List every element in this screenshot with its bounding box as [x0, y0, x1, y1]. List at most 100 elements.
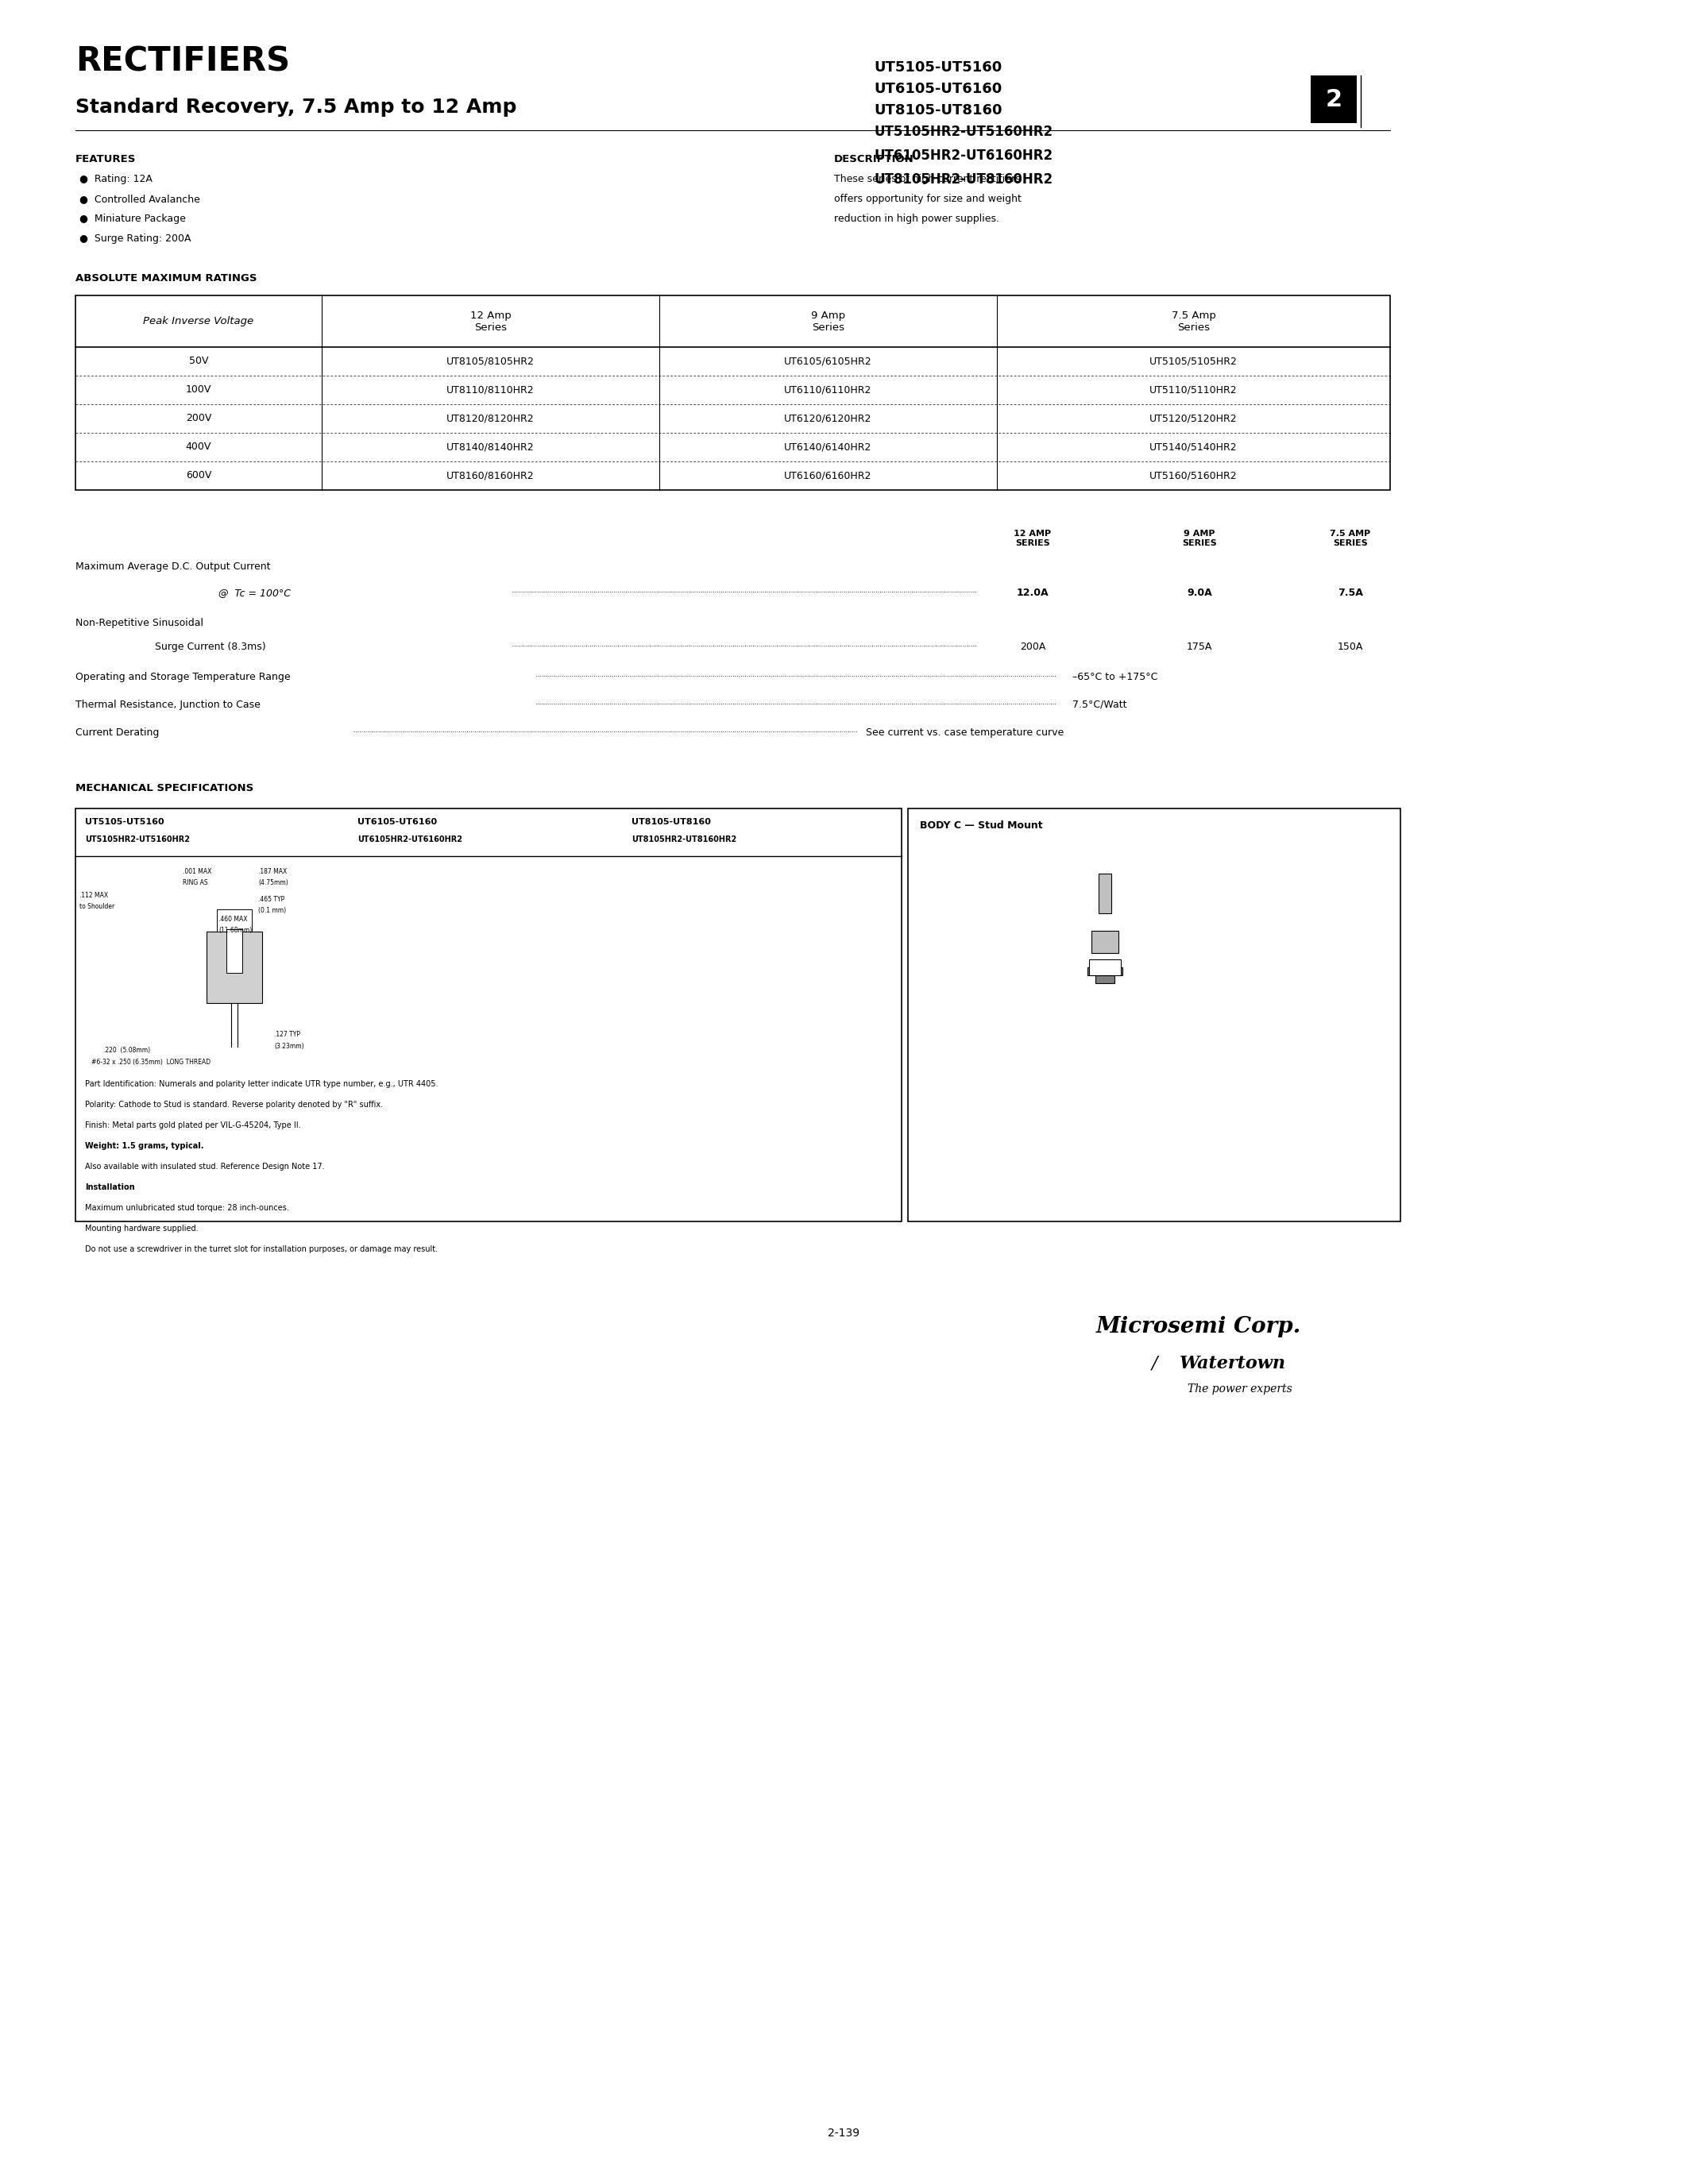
Text: UT6110/6110HR2: UT6110/6110HR2	[785, 384, 873, 395]
Text: Also available with insulated stud. Reference Design Note 17.: Also available with insulated stud. Refe…	[84, 1162, 324, 1171]
Text: UT5105-UT5160: UT5105-UT5160	[84, 819, 164, 826]
Text: Polarity: Cathode to Stud is standard. Reverse polarity denoted by "R" suffix.: Polarity: Cathode to Stud is standard. R…	[84, 1101, 383, 1109]
Text: 9.0A: 9.0A	[1187, 587, 1212, 598]
Text: .187 MAX: .187 MAX	[258, 867, 287, 876]
Text: Part Identification: Numerals and polarity letter indicate UTR type number, e.g.: Part Identification: Numerals and polari…	[84, 1081, 439, 1088]
Text: UT5105/5105HR2: UT5105/5105HR2	[1150, 356, 1237, 367]
Text: Maximum Average D.C. Output Current: Maximum Average D.C. Output Current	[76, 561, 270, 572]
Text: UT6160/6160HR2: UT6160/6160HR2	[785, 470, 873, 480]
Text: UT8105-UT8160: UT8105-UT8160	[874, 103, 1003, 118]
Text: DESCRIPTION: DESCRIPTION	[834, 155, 915, 164]
Text: 200V: 200V	[186, 413, 211, 424]
Text: /: /	[1151, 1354, 1158, 1372]
Text: Finish: Metal parts gold plated per VIL-G-45204, Type II.: Finish: Metal parts gold plated per VIL-…	[84, 1120, 300, 1129]
Text: Non-Repetitive Sinusoidal: Non-Repetitive Sinusoidal	[76, 618, 203, 629]
Text: UT6105-UT6160: UT6105-UT6160	[874, 81, 1003, 96]
Text: UT6105/6105HR2: UT6105/6105HR2	[785, 356, 873, 367]
Text: Do not use a screwdriver in the turret slot for installation purposes, or damage: Do not use a screwdriver in the turret s…	[84, 1245, 437, 1254]
Text: 600V: 600V	[186, 470, 211, 480]
Text: 9 AMP
SERIES: 9 AMP SERIES	[1182, 531, 1217, 546]
Text: .465 TYP: .465 TYP	[258, 895, 285, 902]
Text: 12.0A: 12.0A	[1016, 587, 1048, 598]
Text: #6-32 x .250 (6.35mm)  LONG THREAD: #6-32 x .250 (6.35mm) LONG THREAD	[91, 1059, 211, 1066]
Bar	[1089, 959, 1121, 976]
Text: ●  Surge Rating: 200A: ● Surge Rating: 200A	[79, 234, 191, 245]
Text: (0.1 mm): (0.1 mm)	[258, 906, 285, 915]
Text: The power experts: The power experts	[1188, 1382, 1293, 1396]
Bar	[216, 909, 252, 933]
Text: 12 Amp
Series: 12 Amp Series	[469, 310, 511, 332]
Text: UT5105HR2-UT5160HR2: UT5105HR2-UT5160HR2	[874, 124, 1053, 140]
Text: UT8140/8140HR2: UT8140/8140HR2	[447, 441, 535, 452]
Bar	[1087, 968, 1123, 976]
Bar	[1096, 976, 1114, 983]
Text: Weight: 1.5 grams, typical.: Weight: 1.5 grams, typical.	[84, 1142, 204, 1151]
Bar	[76, 808, 901, 1221]
Bar	[908, 808, 1401, 1221]
Text: UT5160/5160HR2: UT5160/5160HR2	[1150, 470, 1237, 480]
Text: Thermal Resistance, Junction to Case: Thermal Resistance, Junction to Case	[76, 699, 260, 710]
Text: These series of high current rectifiers: These series of high current rectifiers	[834, 175, 1021, 183]
Text: .112 MAX: .112 MAX	[79, 891, 108, 900]
Text: Microsemi Corp.: Microsemi Corp.	[1096, 1317, 1301, 1337]
Text: ABSOLUTE MAXIMUM RATINGS: ABSOLUTE MAXIMUM RATINGS	[76, 273, 257, 284]
Text: (4.75mm): (4.75mm)	[258, 880, 289, 887]
Text: (11.68mm): (11.68mm)	[218, 926, 252, 935]
Text: Mounting hardware supplied.: Mounting hardware supplied.	[84, 1225, 197, 1232]
Text: UT5105-UT5160: UT5105-UT5160	[874, 61, 1003, 74]
Text: Peak Inverse Voltage: Peak Inverse Voltage	[143, 317, 253, 325]
Bar	[1310, 76, 1357, 122]
Text: UT5140/5140HR2: UT5140/5140HR2	[1150, 441, 1237, 452]
Text: .220  (5.08mm): .220 (5.08mm)	[103, 1046, 150, 1055]
Text: reduction in high power supplies.: reduction in high power supplies.	[834, 214, 999, 225]
Text: 400V: 400V	[186, 441, 211, 452]
Bar	[1099, 874, 1111, 913]
Bar	[1092, 930, 1119, 952]
Text: UT6105HR2-UT6160HR2: UT6105HR2-UT6160HR2	[874, 149, 1053, 164]
Text: @  Tc = 100°C: @ Tc = 100°C	[218, 587, 290, 598]
Bar	[76, 295, 1391, 489]
Text: 7.5A: 7.5A	[1337, 587, 1364, 598]
Text: 50V: 50V	[189, 356, 208, 367]
Text: UT8105HR2-UT8160HR2: UT8105HR2-UT8160HR2	[631, 836, 736, 843]
Text: ●  Controlled Avalanche: ● Controlled Avalanche	[79, 194, 201, 203]
Bar	[226, 928, 243, 972]
Text: UT5110/5110HR2: UT5110/5110HR2	[1150, 384, 1237, 395]
Text: Watertown: Watertown	[1180, 1354, 1286, 1372]
Text: Maximum unlubricated stud torque: 28 inch-ounces.: Maximum unlubricated stud torque: 28 inc…	[84, 1203, 289, 1212]
Text: .127 TYP: .127 TYP	[273, 1031, 300, 1037]
Text: (3.23mm): (3.23mm)	[273, 1042, 304, 1051]
Text: See current vs. case temperature curve: See current vs. case temperature curve	[866, 727, 1063, 738]
Text: UT8105HR2-UT8160HR2: UT8105HR2-UT8160HR2	[874, 173, 1053, 186]
Text: Operating and Storage Temperature Range: Operating and Storage Temperature Range	[76, 673, 290, 681]
Text: Standard Recovery, 7.5 Amp to 12 Amp: Standard Recovery, 7.5 Amp to 12 Amp	[76, 98, 517, 116]
Text: 2: 2	[1325, 87, 1342, 111]
Text: 2-139: 2-139	[829, 2127, 859, 2138]
Text: UT5120/5120HR2: UT5120/5120HR2	[1150, 413, 1237, 424]
Text: Installation: Installation	[84, 1184, 135, 1190]
Text: UT8105-UT8160: UT8105-UT8160	[631, 819, 711, 826]
Text: UT8120/8120HR2: UT8120/8120HR2	[447, 413, 535, 424]
Text: UT8160/8160HR2: UT8160/8160HR2	[447, 470, 535, 480]
Text: UT8105/8105HR2: UT8105/8105HR2	[446, 356, 535, 367]
Text: UT6105HR2-UT6160HR2: UT6105HR2-UT6160HR2	[358, 836, 463, 843]
Text: ●  Rating: 12A: ● Rating: 12A	[79, 175, 152, 183]
Text: UT5105HR2-UT5160HR2: UT5105HR2-UT5160HR2	[84, 836, 189, 843]
Text: UT6140/6140HR2: UT6140/6140HR2	[785, 441, 873, 452]
Text: Current Derating: Current Derating	[76, 727, 159, 738]
Text: UT6105-UT6160: UT6105-UT6160	[358, 819, 437, 826]
Text: 12 AMP
SERIES: 12 AMP SERIES	[1014, 531, 1052, 546]
Text: ●  Miniature Package: ● Miniature Package	[79, 214, 186, 225]
Text: 9 Amp
Series: 9 Amp Series	[810, 310, 846, 332]
Text: RING AS: RING AS	[182, 880, 208, 887]
Text: 150A: 150A	[1337, 642, 1364, 653]
Text: –65°C to +175°C: –65°C to +175°C	[1072, 673, 1158, 681]
Text: 200A: 200A	[1020, 642, 1045, 653]
Text: 100V: 100V	[186, 384, 211, 395]
Text: to Shoulder: to Shoulder	[79, 902, 115, 911]
Text: FEATURES: FEATURES	[76, 155, 137, 164]
Text: 175A: 175A	[1187, 642, 1212, 653]
Text: 7.5 Amp
Series: 7.5 Amp Series	[1171, 310, 1215, 332]
Text: UT8110/8110HR2: UT8110/8110HR2	[447, 384, 535, 395]
Text: offers opportunity for size and weight: offers opportunity for size and weight	[834, 194, 1021, 203]
